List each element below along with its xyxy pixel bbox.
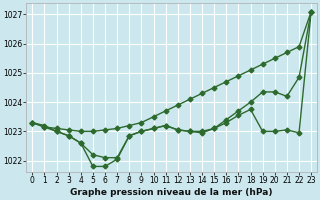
- X-axis label: Graphe pression niveau de la mer (hPa): Graphe pression niveau de la mer (hPa): [70, 188, 273, 197]
